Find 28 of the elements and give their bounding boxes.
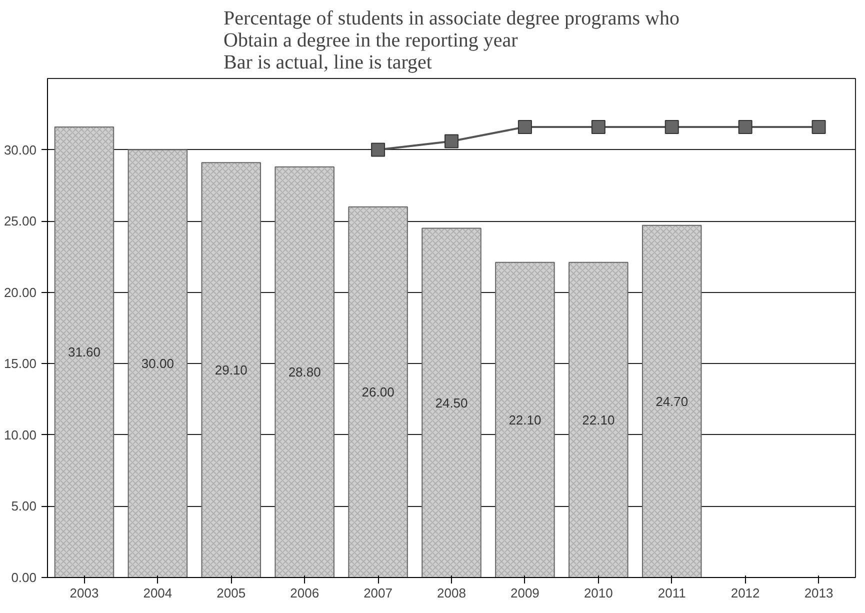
x-tick-label: 2009 [510, 586, 540, 600]
data-label: 28.80 [288, 364, 321, 380]
x-tick-label: 2008 [437, 586, 466, 600]
data-label: 31.60 [68, 344, 101, 360]
data-label: 29.10 [214, 362, 248, 378]
data-label: 26.00 [362, 384, 394, 400]
x-tick-label: 2004 [143, 586, 172, 600]
data-label: 24.50 [435, 395, 468, 410]
x-tick-label: 2013 [804, 586, 834, 600]
x-tick-label: 2010 [584, 586, 613, 600]
y-tick-label: 25.00 [4, 214, 37, 229]
y-tick-label: 30.00 [4, 142, 37, 158]
y-tick-label: 15.00 [4, 356, 37, 372]
y-tick-label: 20.00 [4, 284, 37, 300]
y-tick-label: 5.00 [11, 498, 37, 514]
x-tick-label: 2011 [658, 586, 686, 600]
y-tick-label: 10.00 [4, 427, 37, 442]
x-tick-label: 2007 [364, 586, 393, 600]
data-label: 30.00 [141, 356, 174, 372]
x-tick-label: 2003 [70, 586, 99, 600]
chart-title: Percentage of students in associate degree programs who Obtain a degree in the reporting year Bar is actual, line is target [224, 8, 680, 74]
x-tick-label: 2006 [290, 586, 320, 600]
data-label: 24.70 [656, 394, 688, 409]
x-tick-label: 2005 [216, 586, 246, 600]
data-label: 22.10 [508, 412, 542, 428]
x-tick-label: 2012 [730, 586, 760, 600]
y-tick-label: 0.00 [11, 570, 37, 585]
data-label: 22.10 [582, 412, 615, 428]
